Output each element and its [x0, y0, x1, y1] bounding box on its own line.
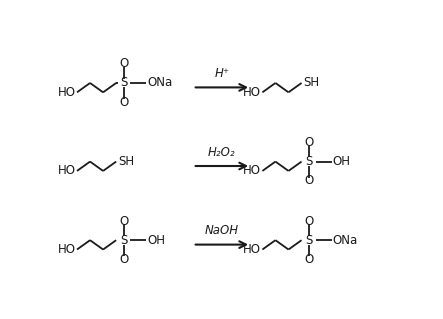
Text: S: S — [306, 234, 313, 247]
Text: OH: OH — [148, 234, 165, 247]
Text: HO: HO — [58, 243, 76, 256]
Text: H₂O₂: H₂O₂ — [208, 146, 236, 159]
Text: O: O — [305, 215, 314, 227]
Text: HO: HO — [58, 164, 76, 177]
Text: O: O — [120, 57, 128, 70]
Text: HO: HO — [243, 243, 261, 256]
Text: O: O — [120, 96, 128, 109]
Text: HO: HO — [243, 164, 261, 177]
Text: HO: HO — [243, 86, 261, 99]
Text: S: S — [120, 234, 128, 247]
Text: O: O — [305, 174, 314, 187]
Text: HO: HO — [58, 86, 76, 99]
Text: O: O — [120, 253, 128, 266]
Text: O: O — [120, 215, 128, 227]
Text: O: O — [305, 253, 314, 266]
Text: S: S — [306, 155, 313, 168]
Text: ONa: ONa — [333, 234, 358, 247]
Text: NaOH: NaOH — [205, 224, 239, 237]
Text: S: S — [120, 77, 128, 90]
Text: ONa: ONa — [148, 77, 173, 90]
Text: OH: OH — [333, 155, 351, 168]
Text: SH: SH — [303, 77, 319, 90]
Text: O: O — [305, 136, 314, 149]
Text: SH: SH — [118, 155, 134, 168]
Text: H⁺: H⁺ — [214, 67, 229, 80]
